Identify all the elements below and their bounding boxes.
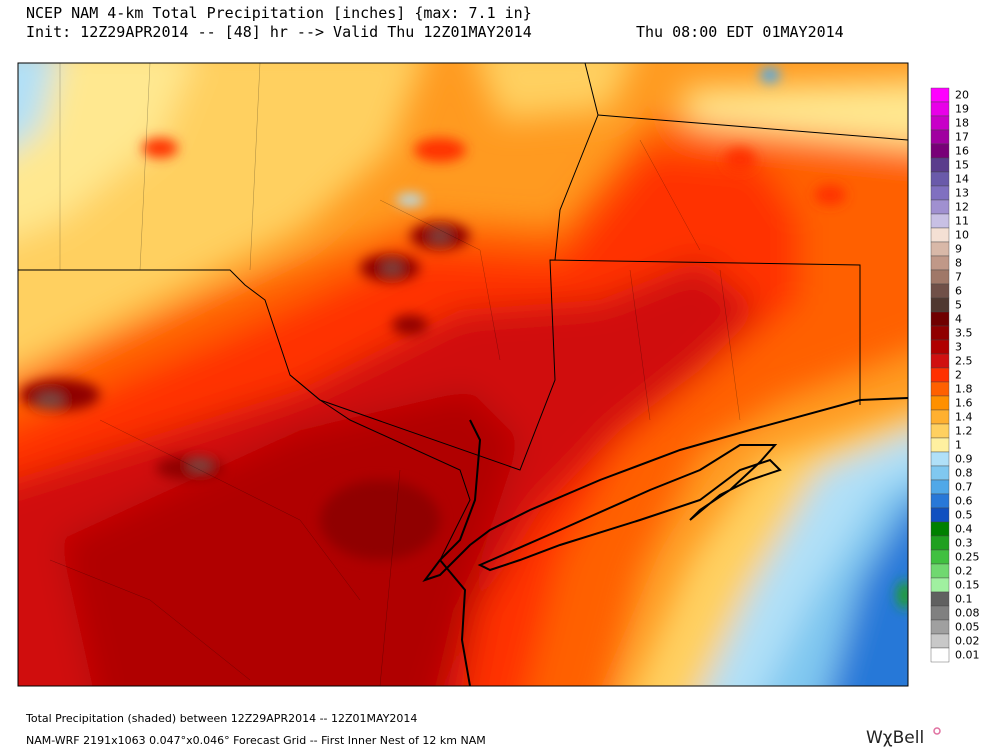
legend-label: 6 — [955, 285, 962, 298]
legend-swatch — [930, 479, 950, 495]
legend-label: 0.3 — [955, 537, 973, 550]
legend-label: 4 — [955, 313, 962, 326]
legend-label: 1.4 — [955, 411, 973, 424]
legend-label: 12 — [955, 201, 969, 214]
legend: 20191817161514131211109876543.532.521.81… — [930, 87, 980, 663]
legend-swatch — [930, 619, 950, 635]
legend-label: 0.01 — [955, 649, 980, 662]
legend-swatch — [930, 633, 950, 649]
legend-label: 1 — [955, 439, 962, 452]
legend-swatch — [930, 549, 950, 565]
legend-swatch — [930, 409, 950, 425]
legend-label: 10 — [955, 229, 969, 242]
legend-swatch — [930, 241, 950, 257]
legend-swatch — [930, 157, 950, 173]
legend-swatch — [930, 115, 950, 131]
legend-swatch — [930, 213, 950, 229]
legend-label: 8 — [955, 257, 962, 270]
legend-swatch — [930, 437, 950, 453]
legend-label: 17 — [955, 131, 969, 144]
legend-swatch — [930, 325, 950, 341]
legend-swatch — [930, 339, 950, 355]
legend-swatch — [930, 591, 950, 607]
legend-swatch — [930, 101, 950, 117]
legend-label: 0.8 — [955, 467, 973, 480]
legend-label: 15 — [955, 159, 969, 172]
legend-swatch — [930, 647, 950, 663]
legend-label: 11 — [955, 215, 969, 228]
map-frame — [17, 62, 909, 687]
legend-label: 0.7 — [955, 481, 973, 494]
legend-swatch — [930, 605, 950, 621]
legend-swatch — [930, 171, 950, 187]
legend-label: 19 — [955, 103, 969, 116]
legend-label: 0.08 — [955, 607, 980, 620]
legend-label: 14 — [955, 173, 969, 186]
legend-label: 0.02 — [955, 635, 980, 648]
legend-label: 16 — [955, 145, 969, 158]
legend-label: 1.8 — [955, 383, 973, 396]
legend-swatch — [930, 255, 950, 271]
legend-swatch — [930, 143, 950, 159]
legend-swatch — [930, 535, 950, 551]
legend-swatch — [930, 129, 950, 145]
legend-swatch — [930, 227, 950, 243]
legend-label: 3.5 — [955, 327, 973, 340]
legend-label: 0.25 — [955, 551, 980, 564]
legend-label: 0.9 — [955, 453, 973, 466]
legend-label: 2.5 — [955, 355, 973, 368]
legend-label: 0.15 — [955, 579, 980, 592]
legend-swatch — [930, 297, 950, 313]
legend-swatch — [930, 577, 950, 593]
legend-swatch — [930, 199, 950, 215]
legend-swatch — [930, 353, 950, 369]
legend-label: 0.1 — [955, 593, 973, 606]
map — [18, 63, 908, 686]
legend-label: 7 — [955, 271, 962, 284]
logo: WχBell — [866, 728, 924, 748]
legend-label: 0.5 — [955, 509, 973, 522]
footer-line: NAM-WRF 2191x1063 0.047°x0.046° Forecast… — [26, 734, 486, 747]
legend-swatch — [930, 381, 950, 397]
logo-mark — [933, 727, 941, 735]
legend-swatch — [930, 367, 950, 383]
legend-swatch — [930, 269, 950, 285]
legend-label: 1.2 — [955, 425, 973, 438]
legend-swatch — [930, 395, 950, 411]
legend-label: 0.4 — [955, 523, 973, 536]
legend-swatch — [930, 563, 950, 579]
legend-swatch — [930, 185, 950, 201]
footer-line: Total Precipitation (shaded) between 12Z… — [25, 712, 417, 725]
legend-swatch — [930, 507, 950, 523]
legend-swatch — [930, 493, 950, 509]
legend-label: 0.6 — [955, 495, 973, 508]
legend-label: 5 — [955, 299, 962, 312]
title: NCEP NAM 4-km Total Precipitation [inche… — [26, 4, 532, 22]
legend-swatch — [930, 87, 950, 103]
legend-label: 0.2 — [955, 565, 973, 578]
init-line: Init: 12Z29APR2014 -- [48] hr --> Valid … — [26, 23, 532, 41]
legend-label: 9 — [955, 243, 962, 256]
legend-swatch — [930, 311, 950, 327]
legend-swatch — [930, 521, 950, 537]
legend-label: 2 — [955, 369, 962, 382]
legend-label: 1.6 — [955, 397, 973, 410]
legend-swatch — [930, 423, 950, 439]
valid-local: Thu 08:00 EDT 01MAY2014 — [636, 23, 844, 41]
legend-swatch — [930, 465, 950, 481]
legend-label: 3 — [955, 341, 962, 354]
legend-label: 13 — [955, 187, 969, 200]
legend-swatch — [930, 451, 950, 467]
legend-label: 20 — [955, 89, 969, 102]
legend-label: 18 — [955, 117, 969, 130]
legend-label: 0.05 — [955, 621, 980, 634]
legend-swatch — [930, 283, 950, 299]
